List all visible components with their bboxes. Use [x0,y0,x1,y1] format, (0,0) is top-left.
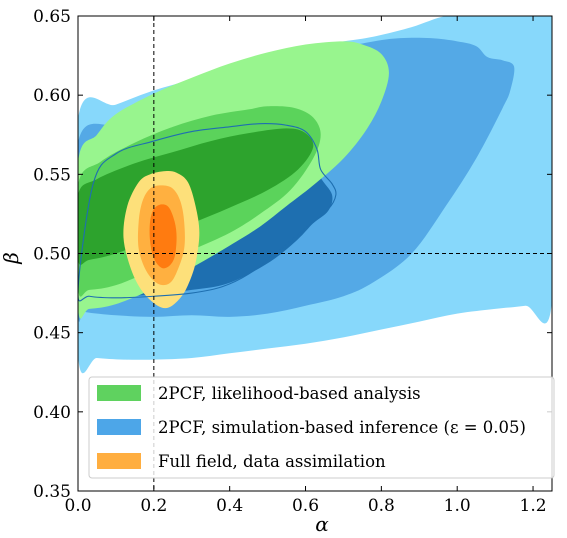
x-tick-label: 0.2 [140,496,167,516]
legend-swatch-sbi [97,419,141,435]
x-axis-ticks: 0.0 0.2 0.4 0.6 0.8 1.0 1.2 [64,16,547,516]
y-axis-ticks: 0.35 0.40 0.45 0.50 0.55 0.60 0.65 [33,7,552,502]
legend-box [88,376,555,479]
legend-label-sbi: 2PCF, simulation-based inference (ε = 0.… [158,418,526,437]
legend-swatch-likelihood [97,385,141,401]
contour-inner [149,204,177,269]
contour-layers [78,16,552,373]
y-tick-label: 0.55 [33,165,71,185]
x-tick-label: 0.8 [368,496,395,516]
y-tick-label: 0.40 [33,403,71,423]
legend-label-likelihood: 2PCF, likelihood-based analysis [158,384,421,403]
y-tick-label: 0.65 [33,7,71,27]
y-tick-label: 0.45 [33,324,71,344]
x-tick-label: 0.4 [216,496,243,516]
legend-swatch-field [97,453,141,469]
x-tick-label: 0.0 [64,496,91,516]
x-axis-label: α [315,512,329,536]
legend-label-field: Full field, data assimilation [158,452,386,471]
x-tick-label: 1.2 [520,496,547,516]
x-tick-label: 0.6 [292,496,319,516]
legend: 2PCF, likelihood-based analysis 2PCF, si… [88,376,555,479]
contour-outline [78,123,337,302]
y-axis-label: β [0,252,23,265]
y-tick-label: 0.50 [33,245,71,265]
y-tick-label: 0.60 [33,86,71,106]
y-tick-label: 0.35 [33,482,71,502]
series-full-field-data-assimilation [123,171,200,309]
x-tick-label: 1.0 [444,496,471,516]
